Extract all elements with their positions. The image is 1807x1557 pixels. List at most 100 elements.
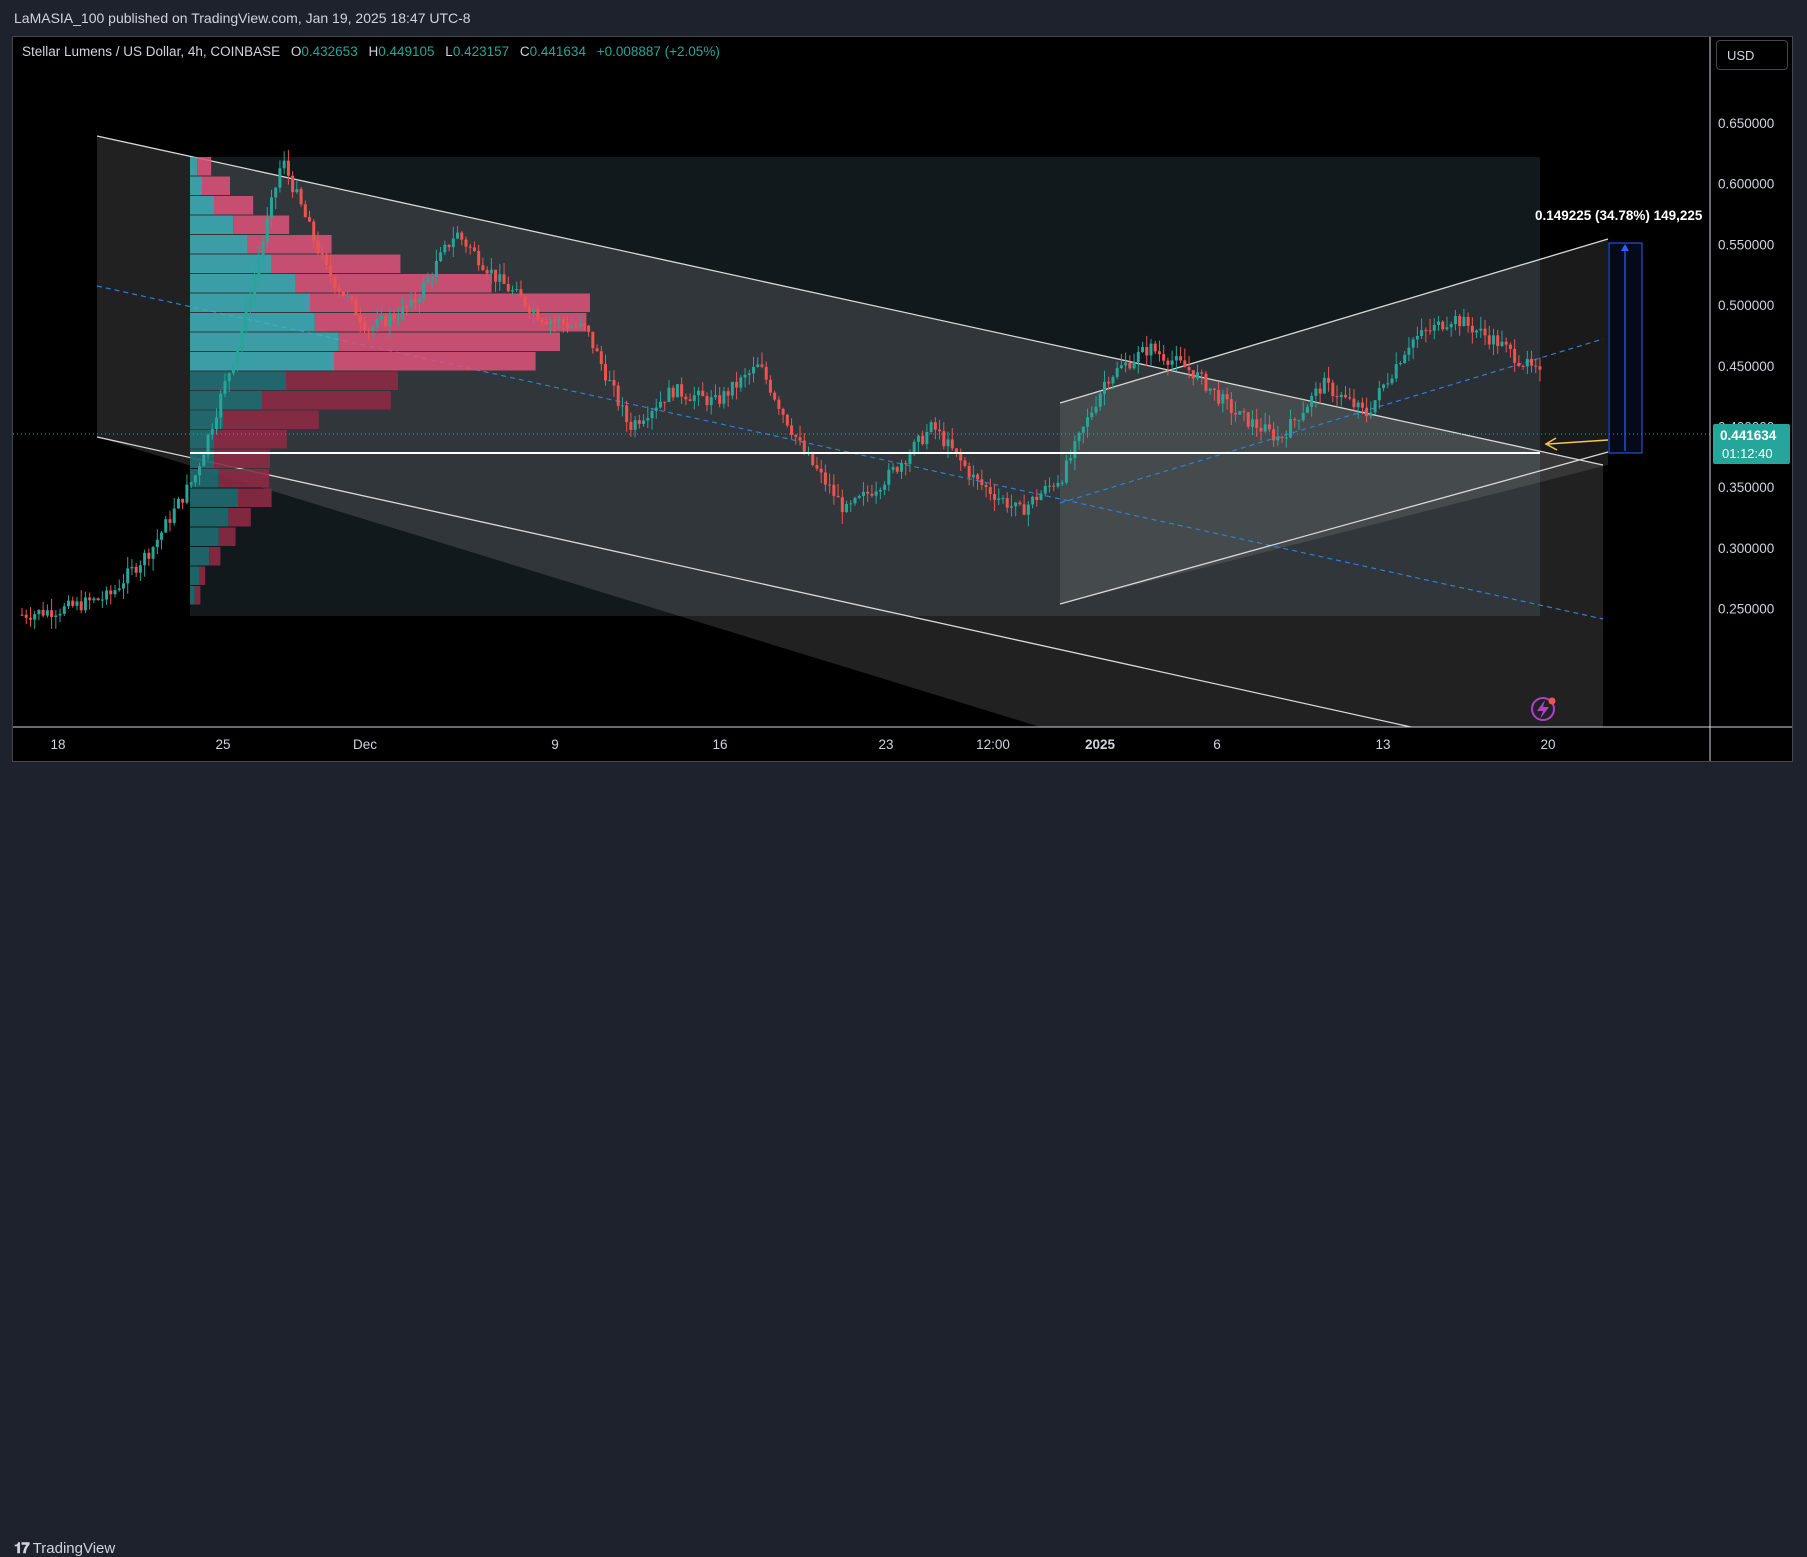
- candle-body: [181, 498, 185, 503]
- candle-body: [1373, 400, 1377, 413]
- candle-body: [1179, 356, 1183, 361]
- candle-body: [658, 401, 662, 408]
- candle-body: [439, 252, 443, 262]
- price-axis[interactable]: 0.650000 0.600000 0.550000 0.500000 0.450000…: [1718, 55, 1774, 616]
- candle-body: [887, 469, 891, 485]
- candle-body: [1534, 365, 1538, 367]
- candle-body: [274, 187, 278, 198]
- ascending-channel-midline[interactable]: [1059, 338, 1604, 504]
- descending-channel-upper-line[interactable]: [96, 135, 1604, 466]
- candle-body: [1504, 341, 1508, 345]
- candle-body: [1420, 330, 1424, 337]
- candle-body: [1191, 370, 1195, 379]
- candle-body: [1039, 493, 1043, 501]
- candles[interactable]: [20, 149, 1542, 630]
- ascending-channel-lower-line[interactable]: [1059, 451, 1609, 605]
- candle-body: [1246, 412, 1250, 427]
- candle-body: [1424, 330, 1428, 332]
- low-value: 0.423157: [452, 44, 510, 59]
- volume-profile-up-bar: [190, 254, 272, 273]
- candle-body: [502, 274, 506, 284]
- candle-body: [1339, 394, 1343, 398]
- candle-body: [295, 189, 299, 193]
- volume-profile-up-bar: [190, 235, 248, 254]
- candle-body: [88, 597, 92, 601]
- candle-body: [477, 250, 481, 266]
- candle-body: [976, 474, 980, 480]
- candle-body: [58, 613, 62, 616]
- candle-body: [79, 601, 83, 611]
- volume-profile-up-bar: [190, 157, 198, 176]
- tradingview-logo-icon[interactable]: 𝟏𝟕 TradingView: [14, 1540, 115, 1557]
- time-tick-label: 18: [50, 737, 65, 752]
- candle-body: [654, 407, 658, 411]
- candle-body: [1018, 502, 1022, 505]
- candle-body: [1496, 335, 1500, 347]
- volume-profile-down-bar: [199, 566, 206, 585]
- candle-body: [1212, 388, 1216, 390]
- descending-channel-lower-line[interactable]: [96, 436, 1420, 729]
- candle-body: [1132, 362, 1136, 369]
- candle-body: [506, 283, 510, 292]
- candle-body: [752, 367, 756, 374]
- chart-canvas[interactable]: 0.650000 0.600000 0.550000 0.500000 0.450000…: [0, 0, 1807, 806]
- candle-body: [1394, 364, 1398, 379]
- candle-body: [1052, 485, 1056, 487]
- candle-body: [1217, 389, 1221, 404]
- candle-body: [1297, 420, 1301, 422]
- candle-body: [764, 366, 768, 380]
- currency-button[interactable]: USD: [1716, 40, 1788, 70]
- candle-body: [219, 393, 223, 418]
- candle-body: [1343, 394, 1347, 398]
- volume-profile-down-bar: [194, 586, 201, 605]
- candle-body: [997, 498, 1001, 500]
- high-label: H: [368, 44, 379, 59]
- candle-body: [1525, 358, 1529, 367]
- candle-body: [37, 610, 41, 615]
- candle-body: [350, 295, 354, 300]
- candle-body: [1195, 372, 1199, 379]
- candle-body: [1064, 460, 1068, 483]
- time-tick-label: 2025: [1085, 737, 1116, 752]
- candle-body: [1263, 424, 1267, 432]
- candle-body: [134, 566, 138, 573]
- volume-profile-up-bar: [190, 430, 214, 449]
- candle-body: [1035, 496, 1039, 501]
- candle-body: [1398, 363, 1402, 365]
- volume-profile[interactable]: [190, 157, 590, 605]
- lightning-icon[interactable]: [1531, 697, 1556, 721]
- time-tick-label: 6: [1213, 737, 1221, 752]
- candle-body: [832, 484, 836, 496]
- candle-body: [574, 325, 578, 327]
- candle-body: [286, 160, 290, 176]
- candle-body: [176, 498, 180, 509]
- candle-body: [1453, 316, 1457, 325]
- candle-body: [1491, 335, 1495, 345]
- candle-body: [840, 497, 844, 513]
- candle-body: [206, 434, 210, 455]
- symbol-legend[interactable]: Stellar Lumens / US Dollar, 4h, COINBASE…: [22, 44, 720, 59]
- candle-body: [1483, 328, 1487, 336]
- candle-body: [1327, 377, 1331, 383]
- candle-body: [735, 381, 739, 388]
- candle-body: [866, 491, 870, 494]
- candle-body: [354, 299, 358, 316]
- candle-body: [71, 600, 75, 606]
- candle-body: [1094, 406, 1098, 413]
- time-axis[interactable]: 18 25 Dec 9 16 23 12:00 2025 6 13 20: [50, 737, 1555, 752]
- ascending-channel-upper-line[interactable]: [1059, 238, 1609, 404]
- candle-body: [861, 491, 865, 497]
- candle-countdown: 01:12:40: [1722, 446, 1773, 461]
- volume-profile-range[interactable]: [190, 157, 1540, 616]
- candle-body: [231, 364, 235, 374]
- candle-body: [853, 497, 857, 504]
- candle-body: [942, 431, 946, 447]
- publisher-info: LaMASIA_100 published on TradingView.com…: [14, 10, 471, 26]
- arrow-line[interactable]: [1547, 439, 1609, 445]
- candle-body: [726, 391, 730, 396]
- symbol-title[interactable]: Stellar Lumens / US Dollar, 4h, COINBASE: [22, 44, 281, 59]
- candle-body: [510, 290, 514, 292]
- candle-body: [1348, 397, 1352, 399]
- candle-body: [963, 460, 967, 466]
- candle-body: [599, 351, 603, 365]
